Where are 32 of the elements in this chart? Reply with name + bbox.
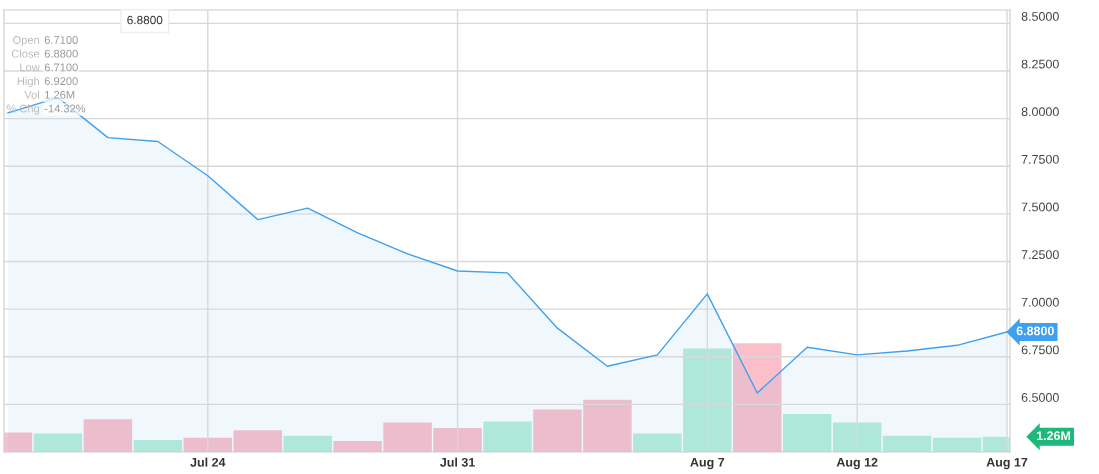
y-tick-label: 7.2500 — [1021, 250, 1059, 260]
annotation: Vol 1.26M — [24, 90, 75, 99]
annotation: Close 6.8800 — [11, 49, 78, 58]
y-tick-label: 6.7500 — [1021, 345, 1059, 355]
y-tick-label: 8.2500 — [1021, 59, 1059, 69]
bar — [133, 440, 183, 452]
y-tick-label: 7.5000 — [1021, 202, 1059, 212]
data-label: 6.8800 — [1016, 326, 1054, 336]
x-tick-label: Jul 31 — [440, 457, 475, 467]
bar — [283, 435, 332, 452]
x-tick-label: Aug 12 — [836, 457, 878, 470]
bar — [832, 422, 882, 452]
annotation: Low 6.7100 — [20, 63, 78, 72]
annotation: Open 6.7100 — [13, 36, 78, 47]
bar — [782, 413, 832, 452]
annotation: 1.26M — [1036, 431, 1071, 441]
x-tick-label: Jul 24 — [190, 457, 226, 467]
bar — [233, 430, 282, 452]
y-tick-label: 7.7500 — [1021, 154, 1059, 164]
bar — [483, 421, 532, 452]
annotation: 6.8800 — [127, 15, 163, 25]
y-tick-label: 6.5000 — [1021, 393, 1059, 402]
bar — [83, 419, 133, 452]
y-tick-label: 8.5000 — [1021, 12, 1059, 21]
bar — [882, 435, 932, 452]
y-tick-label: 8.0000 — [1021, 107, 1059, 117]
y-tick-label: 7.0000 — [1021, 297, 1059, 307]
bar — [733, 343, 782, 452]
annotation: % Chg -14.32% — [6, 104, 86, 115]
x-tick-label: Aug 7 — [690, 457, 725, 470]
annotation: High 6.9200 — [17, 76, 78, 88]
x-tick-label: Aug 17 — [986, 457, 1028, 470]
